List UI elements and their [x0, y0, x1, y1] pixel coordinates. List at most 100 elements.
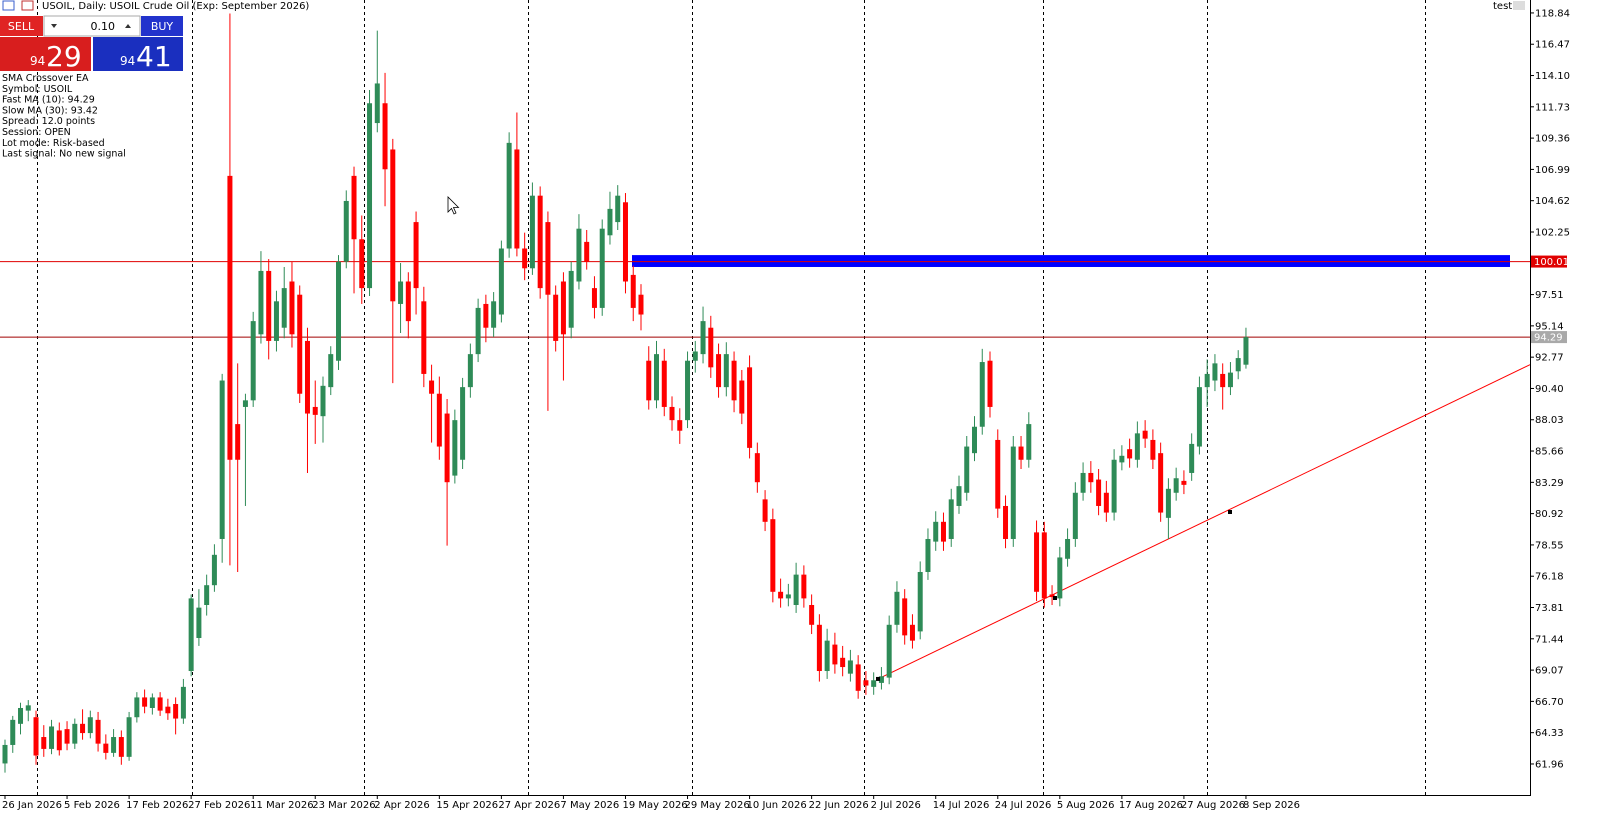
- candle-body: [630, 274, 636, 308]
- y-tick-label: 109.36: [1535, 134, 1570, 145]
- y-tick-label: 61.96: [1535, 759, 1564, 770]
- candle-body: [785, 594, 791, 599]
- candle-body: [972, 426, 977, 454]
- candle-body: [1065, 538, 1071, 559]
- candle-body: [902, 598, 908, 636]
- candle-body: [894, 591, 900, 625]
- bid-box[interactable]: [0, 37, 91, 71]
- candle-body: [491, 301, 497, 328]
- candle-body: [553, 294, 559, 341]
- bid-main: 29: [46, 40, 82, 73]
- x-tick-label: 5 Feb 2026: [64, 800, 120, 811]
- candle-body: [909, 624, 915, 641]
- candle-body: [219, 380, 225, 539]
- lot-input[interactable]: [43, 15, 141, 37]
- candle-body: [460, 387, 466, 460]
- candle-body: [514, 149, 520, 249]
- x-tick-label: 8 Sep 2026: [1243, 800, 1300, 811]
- x-tick-label: 2 Apr 2026: [374, 800, 429, 811]
- candle-body: [700, 321, 706, 355]
- trade-panel: SELL 0.10 BUY 94 29 94 41: [0, 15, 183, 73]
- y-tick-label: 66.70: [1535, 697, 1564, 708]
- candle-body: [940, 521, 946, 542]
- lot-down[interactable]: [51, 24, 57, 28]
- candle-body: [421, 301, 427, 374]
- sell-button[interactable]: [0, 16, 43, 36]
- candle-body: [1096, 479, 1102, 506]
- candle-body: [390, 149, 396, 302]
- candle-body: [964, 446, 970, 493]
- y-tick-label: 106.99: [1535, 165, 1570, 176]
- ea-info-line: Last signal: No new signal: [2, 149, 126, 160]
- candle-body: [111, 737, 117, 753]
- candle-body: [1088, 472, 1094, 483]
- candle-body: [266, 270, 272, 341]
- buy-label: BUY: [151, 20, 174, 33]
- candle-body: [1243, 337, 1249, 365]
- candle-body: [661, 360, 667, 407]
- candle-body: [1227, 372, 1233, 388]
- candle-body: [359, 239, 365, 289]
- candle-body: [716, 354, 722, 388]
- price-zone: [632, 255, 1510, 267]
- candle-body: [258, 270, 264, 335]
- icon: [1513, 1, 1525, 10]
- candle-body: [537, 195, 543, 289]
- candle-body: [840, 657, 846, 668]
- candle-body: [1072, 492, 1078, 539]
- candle-body: [289, 281, 295, 335]
- candle-body: [196, 607, 202, 639]
- candle-body: [599, 228, 605, 308]
- candle-body: [103, 743, 109, 753]
- x-tick-label: 7 May 2026: [560, 800, 619, 811]
- x-tick-label: 17 Aug 2026: [1119, 800, 1183, 811]
- candle-body: [871, 680, 877, 687]
- candle-body: [1158, 453, 1164, 513]
- y-tick-label: 118.84: [1535, 8, 1570, 19]
- candle-body: [1080, 472, 1086, 493]
- x-tick-label: 5 Aug 2026: [1057, 800, 1115, 811]
- candle-body: [134, 697, 140, 718]
- trendline: [877, 364, 1531, 680]
- candle-body: [739, 380, 745, 414]
- candle-body: [692, 351, 698, 361]
- candle-body: [607, 208, 613, 236]
- candle-body: [677, 420, 683, 431]
- x-tick-label: 15 Apr 2026: [436, 800, 498, 811]
- anchor-point: [1228, 510, 1232, 514]
- candle-body: [398, 281, 404, 304]
- candle-body: [622, 202, 628, 282]
- level-label-box: [1531, 255, 1567, 268]
- ask-box[interactable]: [93, 37, 183, 71]
- candle-body: [1010, 446, 1016, 539]
- candle-body: [1189, 443, 1195, 473]
- candle-body: [778, 591, 784, 599]
- y-tick-label: 64.33: [1535, 728, 1564, 739]
- candle-body: [708, 327, 714, 368]
- y-tick-label: 73.81: [1535, 603, 1564, 614]
- mouse-cursor: [447, 196, 460, 215]
- y-tick-label: 76.18: [1535, 572, 1564, 583]
- candle-body: [801, 574, 807, 599]
- candle-body: [654, 354, 660, 401]
- bid-prefix: 94: [30, 54, 45, 68]
- x-tick-label: 22 Jun 2026: [809, 800, 869, 811]
- candle-body: [444, 413, 450, 483]
- candle-body: [1150, 439, 1156, 460]
- buy-button[interactable]: [141, 16, 183, 36]
- candle-body: [49, 726, 55, 749]
- candle-body: [669, 406, 675, 421]
- candle-body: [1181, 480, 1187, 485]
- ea-info-line: Slow MA (30): 93.42: [2, 105, 98, 116]
- candle-body: [1134, 433, 1140, 460]
- ea-info-line: Lot mode: Risk-based: [2, 138, 105, 149]
- y-tick-label: 92.77: [1535, 353, 1564, 364]
- candle-body: [948, 499, 954, 539]
- candle-body: [475, 307, 481, 355]
- candle-body: [685, 360, 691, 421]
- candle-body: [816, 624, 822, 672]
- bid-label-box: [1531, 331, 1567, 344]
- lot-up[interactable]: [125, 24, 131, 28]
- candle-body: [1111, 459, 1117, 513]
